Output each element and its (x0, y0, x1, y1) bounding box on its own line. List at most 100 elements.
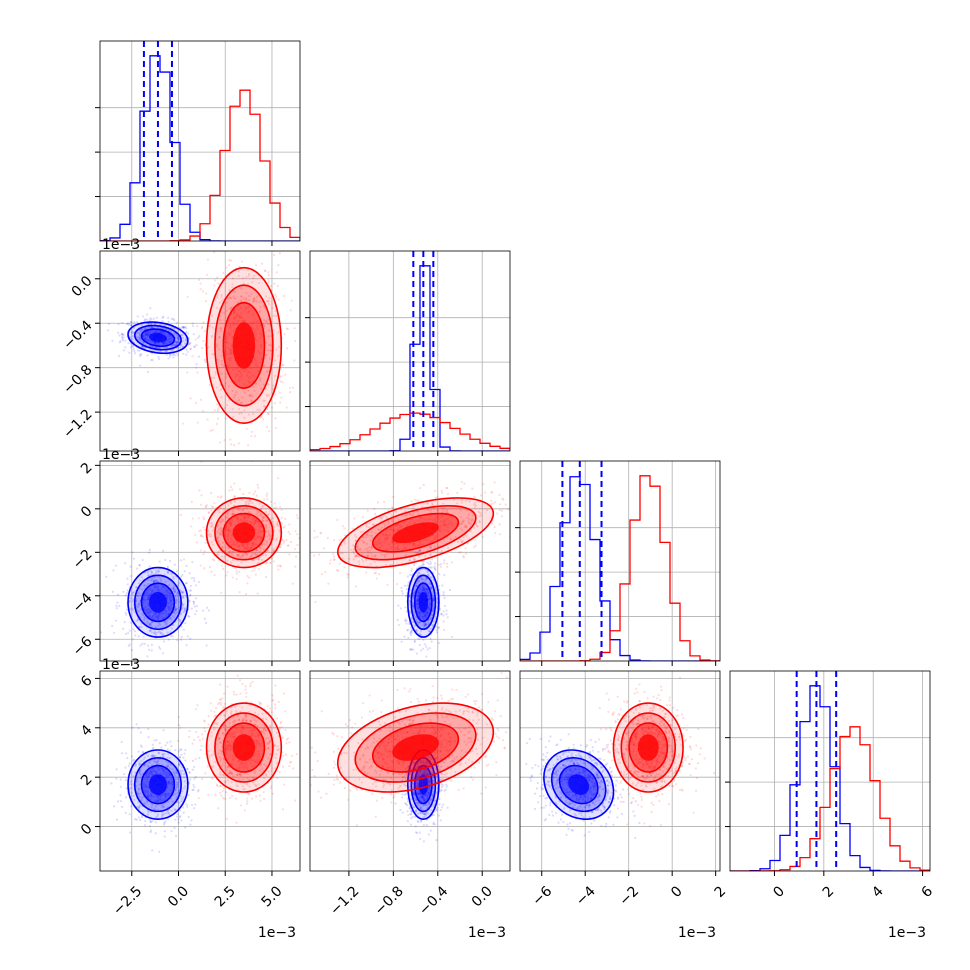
blue-sample-point (412, 648, 415, 651)
red-sample-point (324, 570, 327, 574)
blue-sample-point (166, 602, 170, 605)
blue-sample-point (145, 611, 148, 615)
red-sample-point (228, 521, 231, 524)
red-sample-point (216, 552, 219, 556)
red-sample-point (456, 540, 460, 543)
red-sample-point (232, 295, 235, 298)
blue-sample-point (150, 610, 153, 613)
red-sample-point (246, 574, 249, 578)
red-sample-point (247, 310, 251, 313)
blue-sample-point (428, 630, 431, 633)
red-sample-point (277, 354, 280, 357)
red-sample-point (249, 682, 252, 685)
red-sample-point (210, 509, 213, 512)
blue-sample-point (173, 590, 176, 593)
blue-sample-point (161, 612, 164, 615)
blue-sample-point (170, 618, 173, 621)
blue-sample-point (128, 762, 131, 765)
red-sample-point (419, 516, 423, 520)
red-sample-point (374, 543, 378, 546)
red-sample-point (224, 341, 227, 344)
blue-sample-point (160, 616, 163, 619)
blue-sample-point (133, 758, 136, 762)
red-sample-point (216, 476, 218, 478)
blue-sample-point (149, 331, 152, 334)
red-sample-point (230, 443, 233, 446)
blue-sample-point (169, 600, 172, 603)
blue-sample-point (177, 336, 180, 340)
blue-sample-point (167, 316, 170, 319)
red-sample-point (249, 382, 253, 385)
blue-sample-point (148, 548, 151, 552)
red-sample-point (394, 548, 397, 551)
blue-sample-point (422, 585, 425, 588)
red-sample-point (235, 315, 238, 319)
red-sample-point (443, 524, 446, 527)
blue-sample-point (151, 359, 154, 362)
blue-sample-point (166, 748, 169, 751)
panel-2-0 (100, 461, 300, 661)
red-sample-point (265, 520, 268, 523)
blue-sample-point (143, 584, 146, 588)
red-sample-point (257, 558, 260, 561)
blue-sample-point (180, 635, 183, 639)
red-sample-point (273, 547, 276, 550)
red-sample-point (490, 490, 493, 494)
blue-sample-point (438, 573, 441, 576)
blue-sample-point (427, 590, 430, 593)
red-sample-point (256, 339, 259, 342)
blue-sample-point (183, 609, 186, 612)
blue-sample-point (157, 342, 160, 345)
red-sample-point (256, 483, 259, 487)
red-sample-point (227, 528, 230, 531)
red-sample-point (233, 495, 237, 498)
red-sample-point (245, 695, 248, 698)
blue-histogram-step (310, 265, 510, 451)
blue-sample-point (189, 348, 192, 351)
red-sample-point (401, 548, 404, 551)
blue-sample-point (143, 642, 146, 645)
red-sample-point (494, 531, 497, 535)
red-sample-point (384, 537, 387, 540)
blue-sample-point (145, 327, 148, 330)
red-sample-point (245, 306, 248, 309)
red-sample-point (257, 486, 260, 489)
red-sample-point (248, 381, 251, 384)
red-sample-point (219, 507, 222, 510)
red-sample-point (273, 525, 276, 528)
blue-sample-point (193, 577, 196, 580)
blue-sample-point (416, 574, 419, 578)
red-sample-point (255, 549, 258, 552)
red-sample-point (270, 551, 274, 554)
red-sample-point (271, 517, 275, 520)
blue-sample-point (144, 571, 147, 574)
blue-sample-point (428, 581, 431, 585)
blue-sample-point (129, 574, 133, 578)
red-sample-point (256, 520, 259, 523)
blue-sample-point (199, 748, 202, 752)
red-sample-point (189, 397, 192, 400)
blue-sample-point (165, 328, 168, 331)
blue-sample-point (154, 342, 157, 346)
red-sample-point (405, 513, 408, 517)
red-sample-point (268, 532, 271, 535)
blue-sample-point (174, 834, 178, 838)
blue-sample-point (205, 644, 208, 647)
red-sample-point (365, 533, 368, 537)
red-sample-point (437, 563, 440, 566)
red-sample-point (195, 731, 198, 734)
blue-sample-point (150, 592, 153, 595)
red-sample-point (220, 591, 223, 595)
blue-sample-point (165, 594, 168, 597)
blue-sample-point (415, 585, 418, 588)
blue-sample-point (195, 597, 198, 600)
blue-sample-point (163, 621, 166, 624)
red-sample-point (264, 562, 268, 565)
red-sample-point (464, 524, 467, 527)
red-sample-point (446, 526, 449, 529)
blue-sample-point (114, 564, 117, 567)
red-sample-point (220, 295, 223, 298)
red-sample-point (218, 348, 221, 351)
blue-sample-point (124, 778, 127, 782)
blue-sample-point (119, 800, 122, 803)
